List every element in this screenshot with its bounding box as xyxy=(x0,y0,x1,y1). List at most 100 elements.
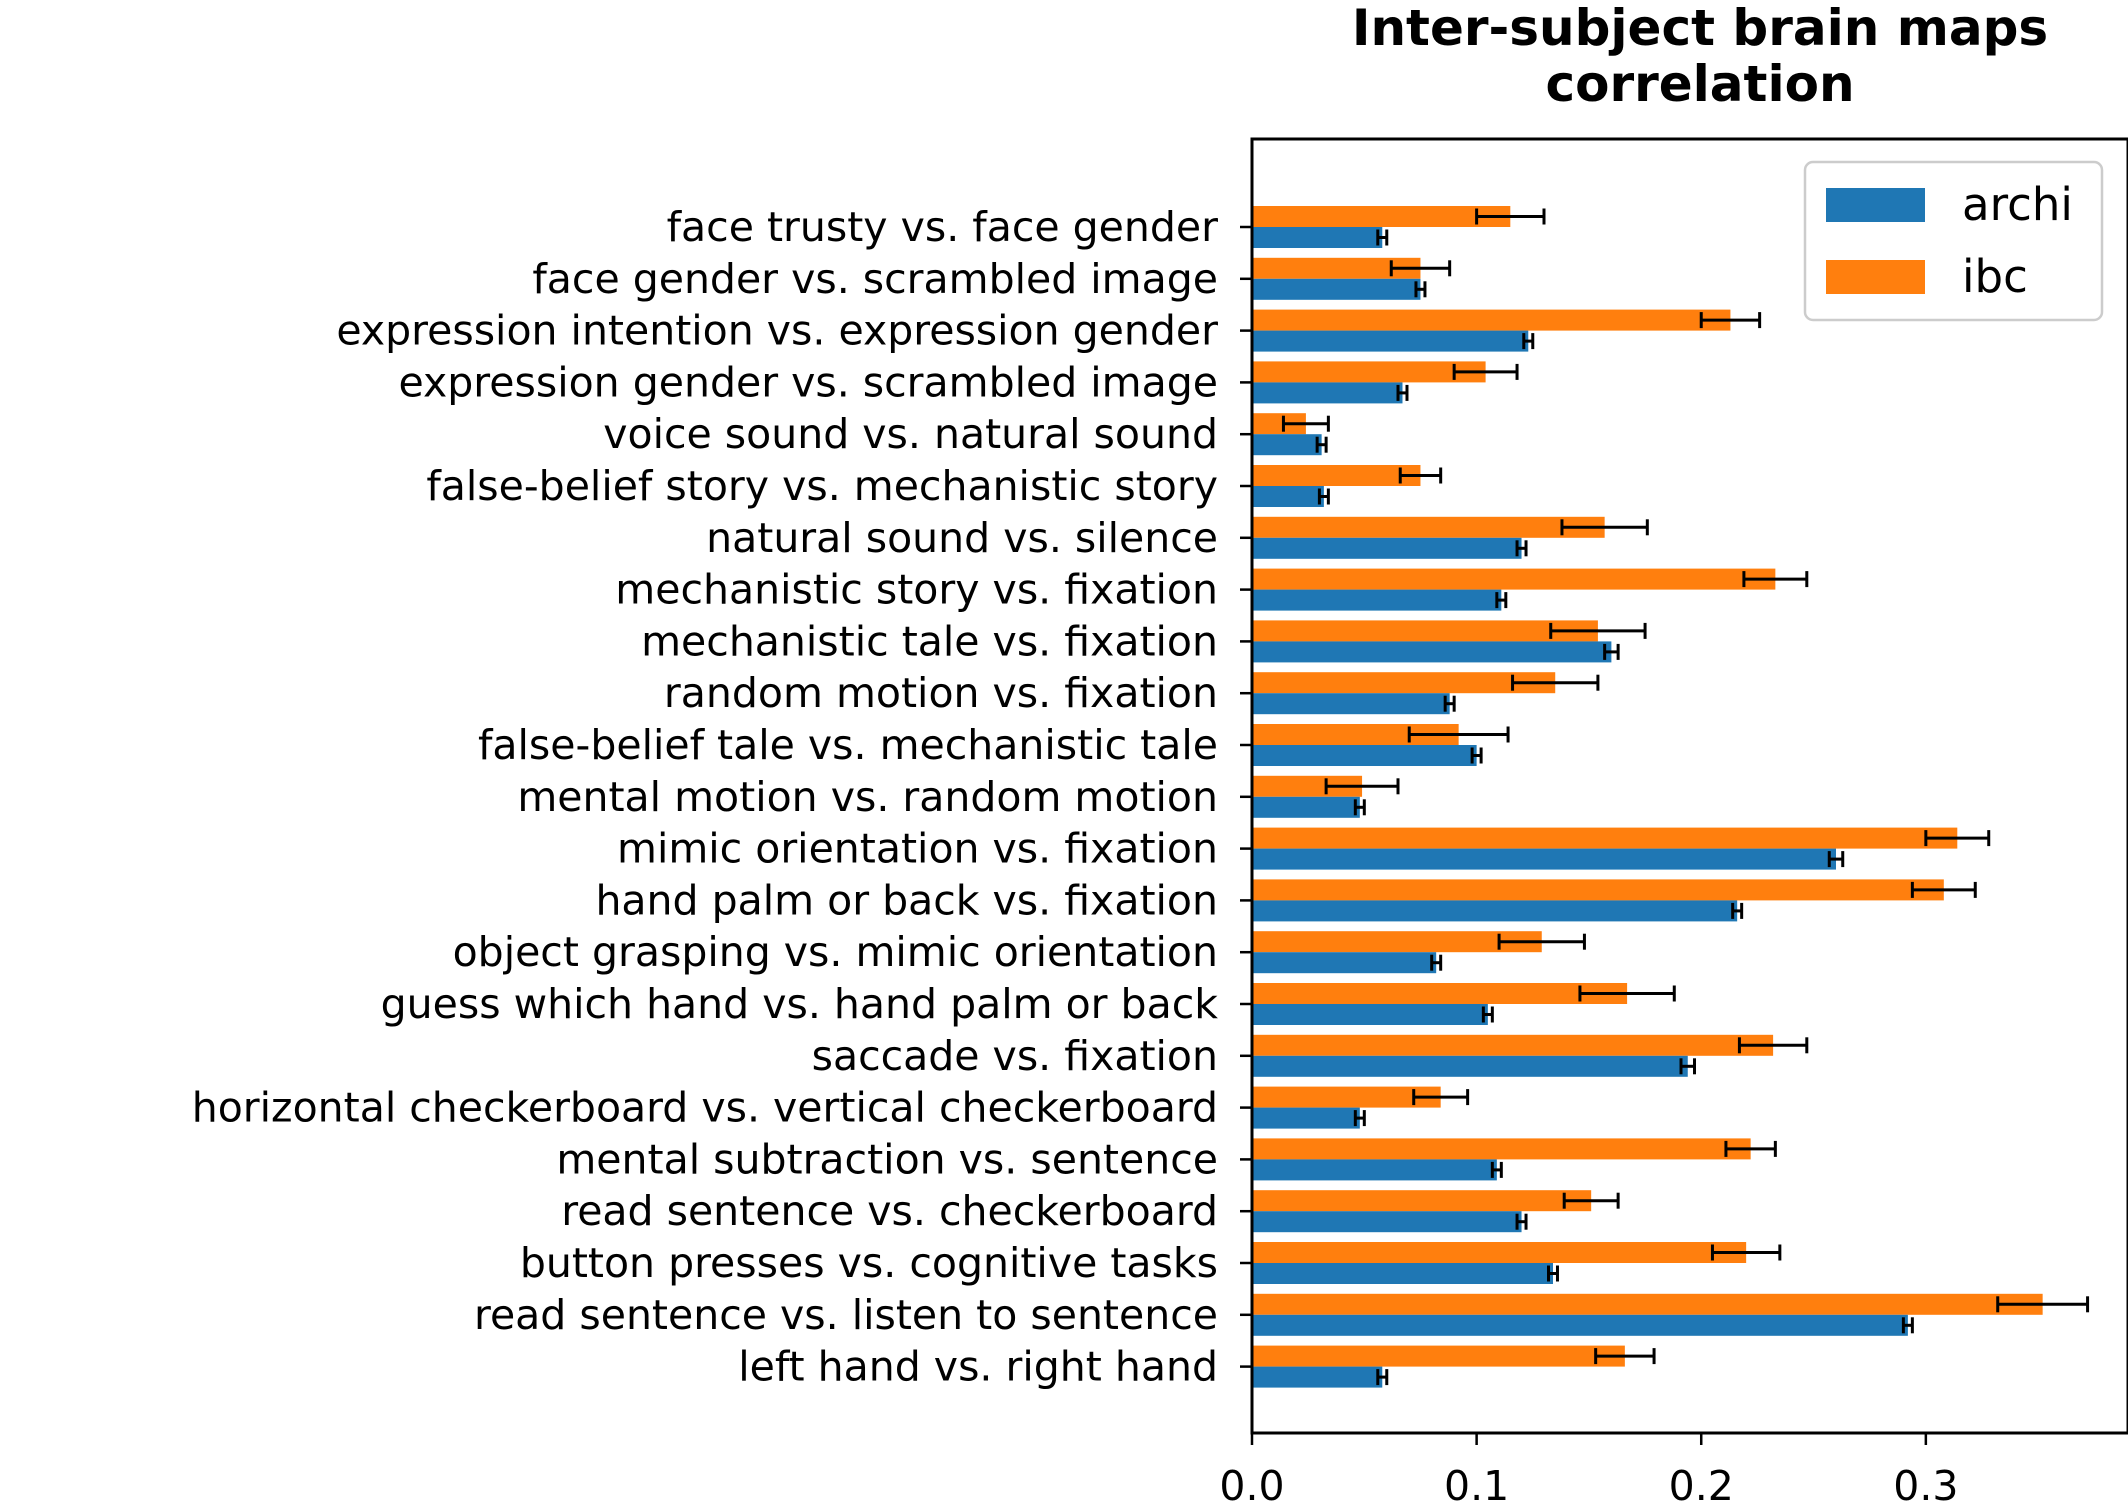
bar-ibc xyxy=(1252,1242,1747,1263)
bar-ibc xyxy=(1252,413,1306,435)
errorbar-ibc xyxy=(1560,519,1649,536)
bar-archi xyxy=(1252,537,1522,559)
category-label: mimic orientation vs. fixation xyxy=(617,825,1218,873)
errorbar-archi xyxy=(1376,1369,1389,1386)
errorbar-ibc xyxy=(1996,1296,2090,1313)
bar-archi xyxy=(1252,900,1738,922)
errorbar-archi xyxy=(1679,1058,1696,1075)
bar-ibc xyxy=(1252,983,1628,1004)
category-label: object grasping vs. mimic orientation xyxy=(453,928,1218,976)
errorbar-archi xyxy=(1546,1265,1559,1282)
category-label: mental motion vs. random motion xyxy=(517,773,1218,821)
category-label: horizontal checkerboard vs. vertical che… xyxy=(192,1084,1218,1132)
bar-archi xyxy=(1252,434,1322,456)
errorbar-ibc xyxy=(1281,415,1330,432)
errorbar-ibc xyxy=(1452,363,1519,380)
bar-ibc xyxy=(1252,827,1958,849)
category-label: guess which hand vs. hand palm or back xyxy=(381,980,1219,1028)
errorbar-archi xyxy=(1481,1006,1494,1023)
chart-title-line: Inter-subject brain maps xyxy=(1352,0,2048,57)
bar-ibc xyxy=(1252,620,1598,642)
category-label: voice sound vs. natural sound xyxy=(603,410,1218,458)
errorbar-archi xyxy=(1901,1317,1914,1334)
bar-archi xyxy=(1252,1366,1383,1388)
category-label: read sentence vs. checkerboard xyxy=(561,1187,1218,1235)
errorbar-archi xyxy=(1490,1161,1503,1178)
bar-ibc xyxy=(1252,1190,1592,1212)
errorbar-ibc xyxy=(1742,571,1809,588)
bar-archi xyxy=(1252,693,1450,715)
bar-ibc xyxy=(1252,724,1459,745)
bar-ibc xyxy=(1252,465,1421,486)
errorbar-ibc xyxy=(1594,1348,1656,1365)
bar-ibc xyxy=(1252,206,1511,227)
errorbar-archi xyxy=(1515,540,1528,557)
errorbar-ibc xyxy=(1724,1140,1777,1157)
x-tick-label: 0.1 xyxy=(1444,1462,1509,1505)
bars-group xyxy=(1252,206,2043,1388)
bar-archi xyxy=(1252,382,1403,404)
errorbar-archi xyxy=(1315,436,1328,453)
bar-archi xyxy=(1252,1159,1497,1181)
errorbar-archi xyxy=(1603,643,1620,660)
category-label: mechanistic tale vs. fixation xyxy=(641,617,1218,665)
errorbar-ibc xyxy=(1497,933,1586,950)
errorbar-archi xyxy=(1470,747,1483,764)
errorbar-ibc xyxy=(1910,881,1977,898)
category-label: natural sound vs. silence xyxy=(706,514,1218,562)
errorbar-archi xyxy=(1827,851,1845,868)
bar-ibc xyxy=(1252,1345,1625,1367)
bar-ibc xyxy=(1252,931,1542,953)
errorbar-archi xyxy=(1317,488,1330,505)
errorbar-archi xyxy=(1353,799,1366,816)
bar-archi xyxy=(1252,486,1324,507)
bar-ibc xyxy=(1252,1293,2043,1315)
bar-ibc xyxy=(1252,257,1421,279)
legend-swatch-archi xyxy=(1826,188,1925,222)
category-label: expression gender vs. scrambled image xyxy=(399,358,1218,406)
errorbar-ibc xyxy=(1562,1192,1620,1209)
errorbar-ibc xyxy=(1389,260,1452,277)
category-label: false-belief story vs. mechanistic story xyxy=(426,462,1218,510)
errorbar-archi xyxy=(1731,902,1744,919)
errorbar-ibc xyxy=(1924,830,1991,847)
legend-label-ibc: ibc xyxy=(1962,250,2028,303)
bar-ibc xyxy=(1252,1138,1751,1160)
bar-archi xyxy=(1252,1107,1360,1129)
category-label: false-belief tale vs. mechanistic tale xyxy=(478,721,1218,769)
category-label: random motion vs. fixation xyxy=(664,669,1218,717)
errorbar-ibc xyxy=(1710,1244,1782,1261)
bar-ibc xyxy=(1252,1034,1774,1056)
bar-archi xyxy=(1252,1055,1688,1077)
errorbars-group xyxy=(1281,208,2090,1386)
category-label: left hand vs. right hand xyxy=(738,1343,1218,1391)
errorbar-ibc xyxy=(1699,312,1762,329)
bar-ibc xyxy=(1252,672,1556,694)
bar-archi xyxy=(1252,952,1437,974)
bar-archi xyxy=(1252,1314,1908,1336)
category-label: expression intention vs. expression gend… xyxy=(336,307,1218,355)
bar-archi xyxy=(1252,745,1477,766)
bar-archi xyxy=(1252,1211,1522,1233)
bar-ibc xyxy=(1252,1086,1441,1108)
errorbar-archi xyxy=(1495,592,1508,609)
bar-archi xyxy=(1252,1263,1553,1284)
legend-label-archi: archi xyxy=(1962,178,2073,231)
errorbar-ibc xyxy=(1412,1089,1470,1106)
bar-archi xyxy=(1252,1004,1488,1025)
category-label: face gender vs. scrambled image xyxy=(532,255,1218,303)
category-label: face trusty vs. face gender xyxy=(667,203,1219,251)
bar-ibc xyxy=(1252,879,1944,901)
chart-title: Inter-subject brain maps correlation xyxy=(1352,0,2048,113)
errorbar-archi xyxy=(1522,333,1535,350)
legend-swatch-ibc xyxy=(1826,260,1925,294)
errorbar-ibc xyxy=(1324,778,1400,795)
x-axis-ticks: 0.0 0.1 0.2 0.3 xyxy=(1219,1433,1958,1505)
errorbar-ibc xyxy=(1578,985,1676,1002)
errorbar-ibc xyxy=(1549,622,1647,639)
errorbar-archi xyxy=(1353,1110,1366,1127)
errorbar-archi xyxy=(1443,695,1456,712)
category-label: mental subtraction vs. sentence xyxy=(556,1135,1218,1183)
plot-frame xyxy=(1250,137,2128,1435)
